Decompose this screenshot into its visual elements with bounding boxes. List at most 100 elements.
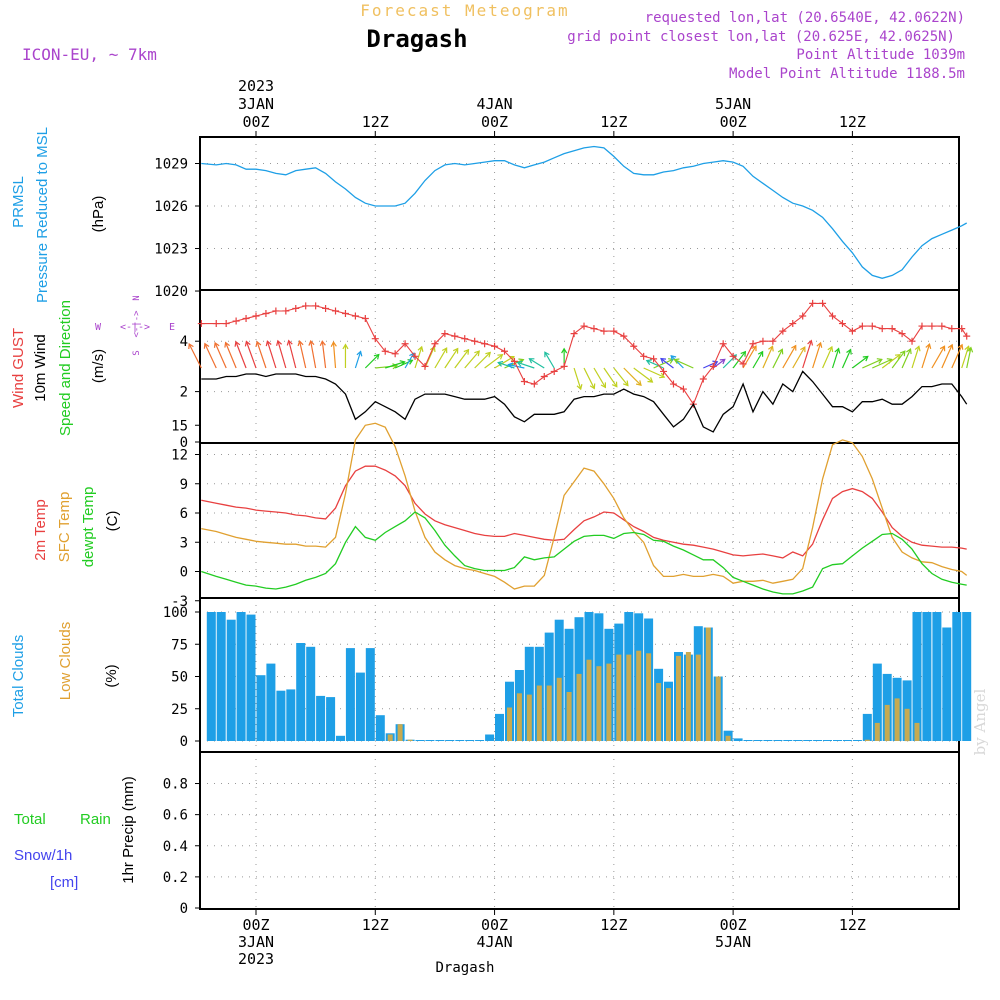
total-cloud-bar: [226, 619, 236, 741]
gust-marker: [540, 372, 548, 380]
direction-arrowhead: [967, 346, 974, 353]
direction-arrow: [573, 367, 582, 390]
temperature-labels: 2m Temp SFC Temp dewpt Temp (C): [32, 487, 121, 568]
gust-marker: [411, 352, 419, 360]
direction-arrow: [204, 343, 217, 369]
gust-marker: [729, 352, 737, 360]
direction-arrowhead: [834, 347, 841, 354]
compass-e: E: [169, 322, 175, 333]
direction-arrow: [474, 352, 491, 369]
total-cloud-bar: [823, 740, 832, 741]
direction-arrow: [742, 345, 757, 369]
direction-arrowhead: [213, 341, 220, 348]
gust-marker: [898, 330, 906, 338]
gust-marker: [858, 322, 866, 330]
direction-arrowhead: [441, 347, 448, 354]
low-cloud-bar: [894, 698, 900, 741]
low-cloud-bar: [387, 734, 393, 741]
direction-arrowhead: [356, 350, 363, 357]
top-tick-label: 00Z: [481, 113, 508, 131]
direction-arrow: [454, 349, 469, 369]
total-cloud-bar: [733, 738, 743, 741]
direction-arrow: [424, 346, 435, 369]
gust-marker: [819, 299, 827, 307]
total-cloud-bar: [942, 627, 952, 741]
y-tick-label: 100: [163, 605, 188, 621]
gust-marker: [451, 332, 459, 340]
direction-arrow: [354, 351, 362, 369]
y-tick-label: -3: [171, 594, 188, 610]
bottom-tick-label: 2023: [238, 950, 274, 968]
direction-arrow: [593, 367, 606, 388]
bottom-tick-label: 12Z: [600, 916, 627, 934]
direction-arrowhead: [660, 357, 667, 364]
direction-arrow: [812, 342, 822, 369]
direction-arrow: [862, 358, 883, 369]
y-tick-label: 15: [171, 418, 188, 434]
direction-arrow: [245, 341, 257, 369]
low-cloud-bar: [646, 653, 652, 741]
gust-marker: [600, 327, 608, 335]
total-cloud-bar: [475, 740, 485, 741]
total-label: Total: [14, 811, 46, 828]
total-cloud-bar: [246, 614, 256, 741]
gust-marker: [351, 312, 359, 320]
direction-arrow: [941, 344, 953, 369]
total-cloud-bar: [355, 672, 365, 741]
gust-marker: [197, 320, 205, 328]
gust-marker: [699, 375, 707, 383]
low-cloud-bar: [606, 663, 612, 741]
precip-unit: 1hr Precip (mm): [120, 776, 137, 884]
direction-arrow: [951, 344, 963, 369]
gust-marker: [272, 307, 280, 315]
direction-arrow: [670, 355, 684, 369]
low-cloud-bar: [616, 654, 622, 741]
y-tick-label: 75: [171, 637, 188, 653]
gust-marker: [361, 315, 369, 323]
direction-arrow: [921, 343, 931, 369]
y-tick-label: 50: [171, 670, 188, 686]
total-cloud-bar: [803, 740, 813, 741]
gust-marker: [660, 367, 668, 375]
total-cloud-bar: [266, 663, 276, 741]
compass-w: W: [95, 322, 102, 333]
gust-marker: [530, 380, 538, 388]
total-cloud-bar: [813, 740, 823, 741]
total-cloud-bar: [495, 713, 504, 741]
temp2m-line: [201, 465, 967, 559]
direction-arrowhead: [611, 381, 618, 388]
direction-arrow: [752, 351, 764, 369]
direction-arrowhead: [957, 343, 964, 350]
direction-arrowhead: [777, 348, 784, 355]
bottom-tick-label: 00Z: [481, 916, 508, 934]
low-clouds-label: Low Clouds: [57, 622, 74, 700]
low-cloud-bar: [676, 655, 681, 741]
gust-marker: [948, 325, 956, 333]
model-altitude: Model Point Altitude 1188.5m: [729, 66, 965, 82]
low-cloud-bar: [576, 673, 582, 741]
gust-marker: [332, 307, 340, 315]
direction-arrowhead: [645, 359, 652, 366]
total-cloud-bar: [793, 740, 803, 741]
wind-panel: 0 2 4: [180, 289, 974, 451]
gust-marker: [570, 330, 578, 338]
direction-arrow: [256, 341, 267, 369]
low-cloud-bar: [914, 722, 920, 741]
direction-arrow: [633, 367, 653, 383]
gust-marker: [888, 325, 896, 333]
gust-marker: [918, 322, 926, 330]
prmsl-label: PRMSL: [10, 176, 27, 228]
y-tick-label: 0: [180, 901, 188, 917]
clouds-panel: 0 25 50 75 100: [163, 597, 972, 753]
total-cloud-bar: [435, 740, 445, 741]
direction-arrowhead: [939, 345, 946, 352]
top-tick-label: 5JAN: [715, 95, 751, 113]
dewpt-label: dewpt Temp: [80, 487, 97, 568]
top-tick-label: 12Z: [600, 113, 627, 131]
wind-labels: Wind GUST 10m Wind Speed and Direction (…: [10, 295, 175, 436]
gust-marker: [809, 299, 817, 307]
direction-arrow: [792, 346, 806, 369]
direction-arrow: [782, 345, 797, 369]
